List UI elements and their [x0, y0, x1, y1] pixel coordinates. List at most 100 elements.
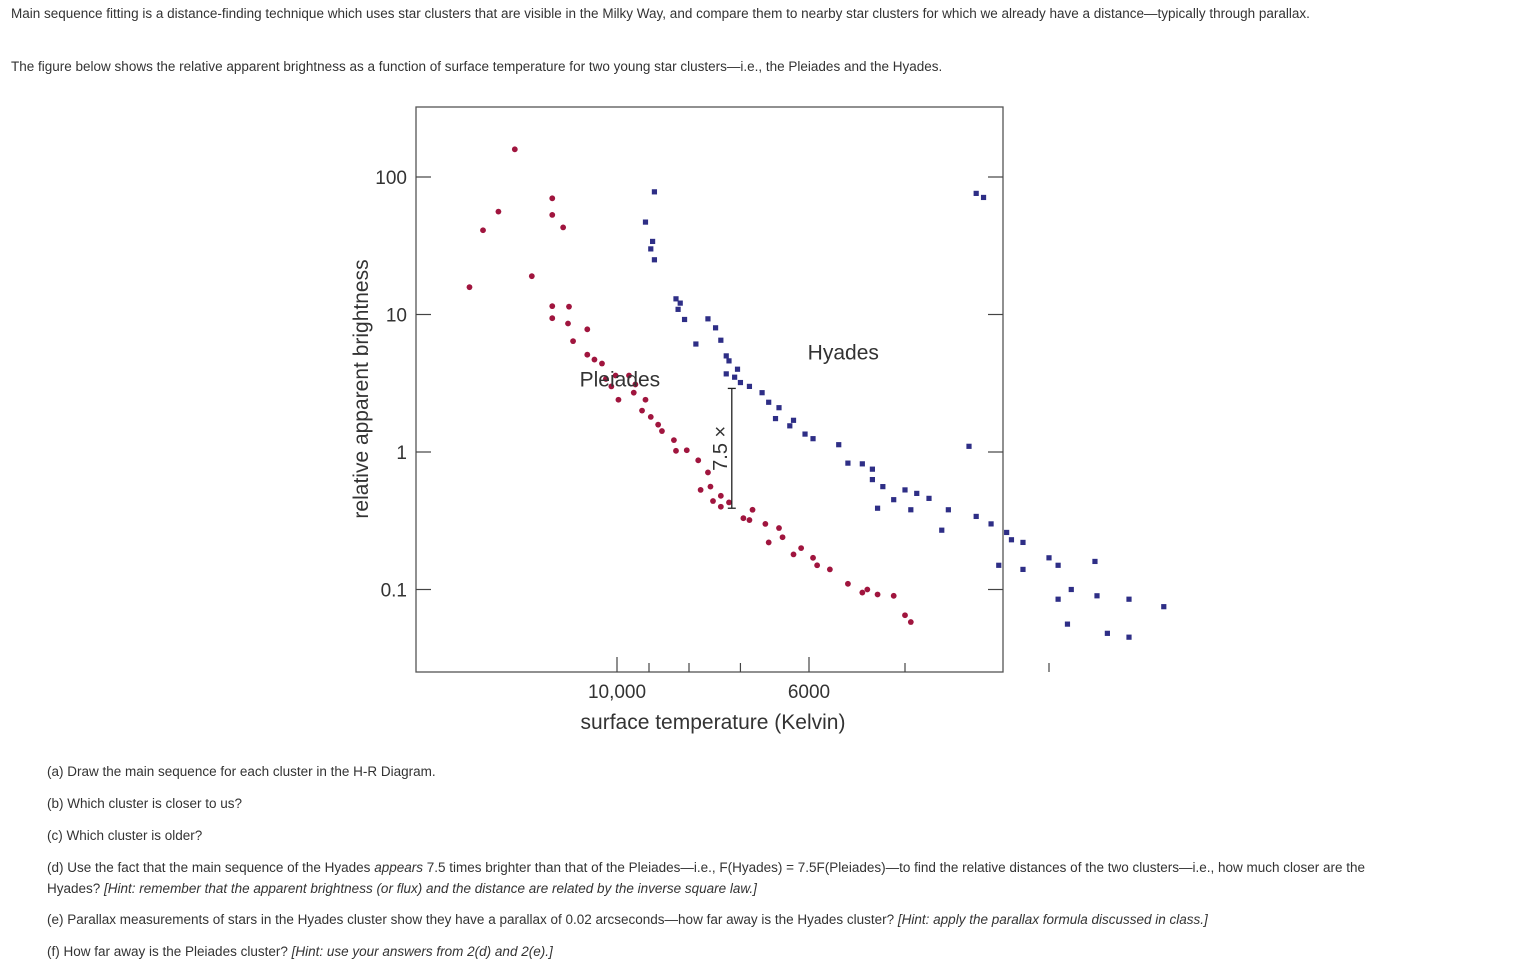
data-point-hyades	[869, 476, 875, 483]
data-point-hyades	[869, 466, 875, 472]
x-tick-label: 6000	[788, 682, 830, 703]
data-point-hyades	[914, 490, 920, 496]
data-point-hyades	[845, 460, 851, 466]
data-point-hyades	[902, 487, 908, 493]
data-point-pleiades	[584, 326, 591, 333]
data-point-pleiades	[695, 457, 702, 464]
question-e: (e) Parallax measurements of stars in th…	[47, 909, 1387, 930]
data-point-hyades	[926, 495, 932, 501]
data-point-hyades	[1020, 539, 1026, 546]
data-point-hyades	[675, 306, 681, 312]
question-d-emphasis: appears	[374, 860, 423, 875]
x-tick-label: 10,000	[588, 682, 646, 703]
data-point-hyades	[891, 497, 897, 503]
data-point-pleiades	[705, 469, 711, 476]
question-e-text: (e) Parallax measurements of stars in th…	[47, 912, 898, 927]
data-point-pleiades	[549, 303, 556, 310]
data-point-hyades	[766, 399, 772, 405]
question-d-text-2: 7.5 times brighter than that of the Plei…	[47, 860, 1366, 896]
data-point-hyades	[945, 507, 951, 513]
data-point-hyades	[651, 189, 658, 195]
data-point-pleiades	[907, 619, 914, 625]
y-tick-label: 0.1	[381, 581, 407, 602]
series-pleiades	[466, 146, 914, 625]
data-point-hyades	[1020, 566, 1026, 573]
data-point-pleiades	[762, 520, 769, 527]
data-point-pleiades	[859, 589, 866, 596]
data-point-hyades	[980, 194, 987, 201]
data-point-hyades	[649, 238, 656, 245]
question-f-hint: [Hint: use your answers from 2(d) and 2(…	[291, 944, 553, 959]
data-point-hyades	[1004, 529, 1010, 536]
hr-diagram-chart: 0.1 1 10 100 10,000 6000 surface temperature (…	[350, 106, 1167, 734]
data-point-hyades	[880, 484, 886, 490]
data-point-hyades	[908, 507, 914, 513]
data-point-hyades	[737, 379, 744, 386]
data-point-hyades	[996, 562, 1002, 568]
data-point-pleiades	[511, 146, 518, 153]
data-point-pleiades	[826, 566, 833, 573]
data-point-pleiades	[549, 212, 556, 218]
data-point-hyades	[859, 461, 865, 467]
intro-paragraph: Main sequence fitting is a distance-find…	[11, 6, 1310, 21]
data-point-pleiades	[528, 273, 535, 280]
data-point-hyades	[1055, 596, 1061, 602]
data-point-pleiades	[683, 447, 690, 454]
data-point-hyades	[802, 431, 808, 437]
data-point-hyades	[776, 405, 782, 411]
data-point-hyades	[1126, 596, 1132, 602]
data-point-hyades	[723, 371, 729, 377]
data-point-pleiades	[642, 396, 649, 403]
data-point-pleiades	[697, 487, 704, 493]
data-point-hyades	[1104, 630, 1110, 636]
data-point-pleiades	[765, 539, 772, 546]
data-point-pleiades	[615, 396, 622, 403]
data-point-pleiades	[798, 545, 805, 552]
data-point-pleiades	[902, 612, 908, 619]
data-point-pleiades	[810, 554, 816, 561]
data-point-pleiades	[779, 534, 786, 541]
data-point-hyades	[1055, 562, 1061, 568]
hr-diagram-figure: 0.1 1 10 100 10,000 6000 surface temperature (…	[350, 106, 1167, 734]
data-point-pleiades	[565, 320, 571, 327]
data-point-hyades	[973, 513, 979, 520]
data-point-hyades	[1068, 586, 1074, 593]
annotation-label: 7.5 ×	[710, 426, 732, 471]
data-point-hyades	[759, 390, 765, 396]
data-point-pleiades	[608, 383, 615, 390]
data-point-hyades	[772, 415, 779, 422]
data-point-pleiades	[659, 428, 665, 434]
y-tick-label: 100	[375, 168, 407, 189]
data-point-hyades	[1094, 593, 1100, 599]
data-point-hyades	[790, 417, 797, 423]
data-point-hyades	[1126, 634, 1132, 640]
question-d-hint: [Hint: remember that the apparent bright…	[104, 881, 757, 896]
data-point-hyades	[734, 366, 741, 372]
data-point-hyades	[693, 341, 699, 347]
data-point-hyades	[723, 353, 729, 359]
data-point-pleiades	[776, 525, 782, 531]
data-point-pleiades	[626, 372, 632, 379]
data-point-pleiades	[630, 389, 637, 396]
question-f: (f) How far away is the Pleiades cluster…	[47, 941, 1387, 962]
data-point-pleiades	[647, 414, 654, 420]
data-point-pleiades	[864, 586, 871, 593]
series-label-pleiades: Pleiades	[580, 368, 661, 391]
series-label-hyades: Hyades	[808, 342, 879, 365]
data-point-pleiades	[584, 351, 591, 358]
question-d-text-1: (d) Use the fact that the main sequence …	[47, 860, 375, 875]
y-tick-label: 10	[386, 306, 407, 327]
data-point-hyades	[677, 300, 683, 306]
data-point-hyades	[810, 436, 816, 442]
data-point-pleiades	[603, 376, 609, 382]
data-point-hyades	[874, 505, 881, 511]
plot-frame	[415, 106, 1004, 673]
data-point-pleiades	[655, 421, 662, 428]
data-point-hyades	[651, 257, 658, 263]
data-point-pleiades	[466, 284, 473, 291]
y-axis-label: relative apparent brightness	[350, 259, 373, 518]
data-point-hyades	[673, 296, 679, 302]
data-point-pleiades	[890, 592, 897, 599]
data-point-pleiades	[710, 498, 716, 504]
data-point-pleiades	[671, 437, 677, 444]
